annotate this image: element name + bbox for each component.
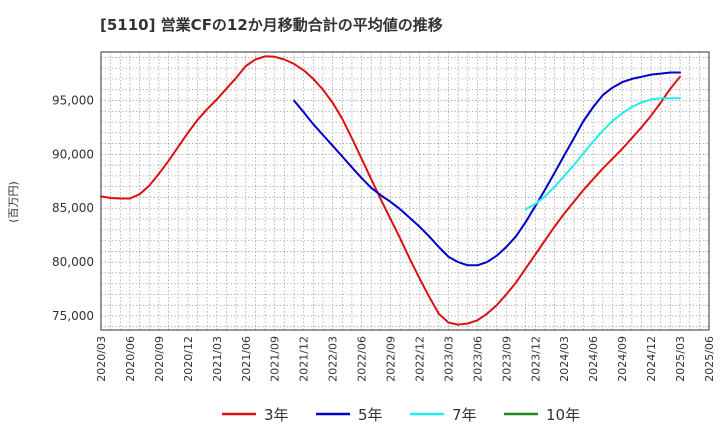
x-tick-label: 2021/12 (298, 336, 311, 382)
x-tick-label: 2025/06 (703, 336, 716, 382)
legend: 3年 5年 7年 10年 (222, 406, 580, 424)
y-axis-label: (百万円) (7, 181, 20, 223)
x-tick-label: 2021/06 (240, 336, 253, 382)
y-tick-label: 75,000 (52, 309, 94, 323)
x-tick-label: 2022/09 (385, 336, 398, 382)
y-tick-label: 80,000 (52, 255, 94, 269)
x-tick-label: 2020/06 (124, 336, 137, 382)
x-tick-label: 2022/03 (327, 336, 340, 382)
legend-label: 10年 (546, 406, 580, 424)
grid (100, 52, 710, 330)
chart-title: [5110] 営業CFの12か月移動合計の平均値の推移 (100, 16, 443, 34)
series-lines (100, 55, 681, 326)
x-axis: 2020/03 2020/06 2020/09 2020/12 2021/03 2021/… (95, 336, 716, 382)
x-tick-label: 2021/09 (269, 336, 282, 382)
plot-border (100, 51, 710, 331)
series-line-5年 (293, 71, 681, 267)
x-tick-label: 2020/03 (95, 336, 108, 382)
y-tick-label: 90,000 (52, 147, 94, 161)
x-tick-label: 2024/06 (587, 336, 600, 382)
x-tick-label: 2022/12 (413, 336, 426, 382)
x-tick-label: 2023/03 (442, 336, 455, 382)
y-axis: 75,000 80,000 85,000 90,000 95,000 (52, 93, 94, 323)
y-tick-label: 85,000 (52, 201, 94, 215)
y-tick-label: 95,000 (52, 93, 94, 107)
x-tick-label: 2025/03 (674, 336, 687, 382)
plot-frame (100, 51, 710, 331)
series-line-3年 (100, 55, 681, 326)
x-tick-label: 2020/09 (153, 336, 166, 382)
legend-label: 3年 (264, 406, 289, 424)
x-tick-label: 2024/12 (645, 336, 658, 382)
legend-label: 7年 (452, 406, 477, 424)
x-tick-label: 2023/12 (529, 336, 542, 382)
x-tick-label: 2024/09 (616, 336, 629, 382)
x-tick-label: 2020/12 (182, 336, 195, 382)
x-tick-label: 2021/03 (211, 336, 224, 382)
x-tick-label: 2023/09 (500, 336, 513, 382)
x-tick-label: 2024/03 (558, 336, 571, 382)
legend-label: 5年 (358, 406, 383, 424)
series-line-7年 (524, 97, 681, 211)
x-tick-label: 2023/06 (471, 336, 484, 382)
x-tick-label: 2022/06 (356, 336, 369, 382)
